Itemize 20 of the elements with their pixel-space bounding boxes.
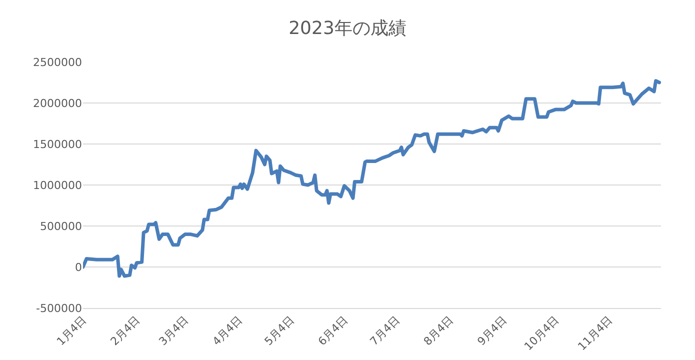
x-tick-label: 9月4日 — [474, 314, 510, 348]
chart-title: 2023年の成績 — [288, 18, 406, 40]
y-tick-label: 0 — [75, 260, 82, 274]
x-tick-label: 7月4日 — [368, 314, 402, 348]
y-tick-label: 2500000 — [33, 56, 82, 69]
y-tick-label: 2000000 — [33, 96, 82, 110]
x-tick-label: 5月4日 — [262, 314, 297, 348]
x-tick-label: 2月4日 — [108, 314, 143, 348]
x-tick-label: 4月4日 — [210, 314, 245, 348]
y-tick-label: 1500000 — [33, 138, 82, 151]
x-tick-label: 8月4日 — [421, 314, 456, 348]
line-series — [83, 79, 661, 278]
x-tick-label: 6月4日 — [316, 314, 350, 348]
x-tick-label: 10月4日 — [522, 314, 562, 354]
y-tick-label: 500000 — [40, 220, 82, 233]
y-tick-label: -500000 — [36, 302, 82, 315]
x-tick-label: 1月4日 — [54, 314, 90, 348]
y-tick-label: 1000000 — [33, 178, 82, 192]
x-tick-label: 3月4日 — [156, 314, 192, 348]
x-tick-label: 11月4日 — [575, 314, 616, 354]
